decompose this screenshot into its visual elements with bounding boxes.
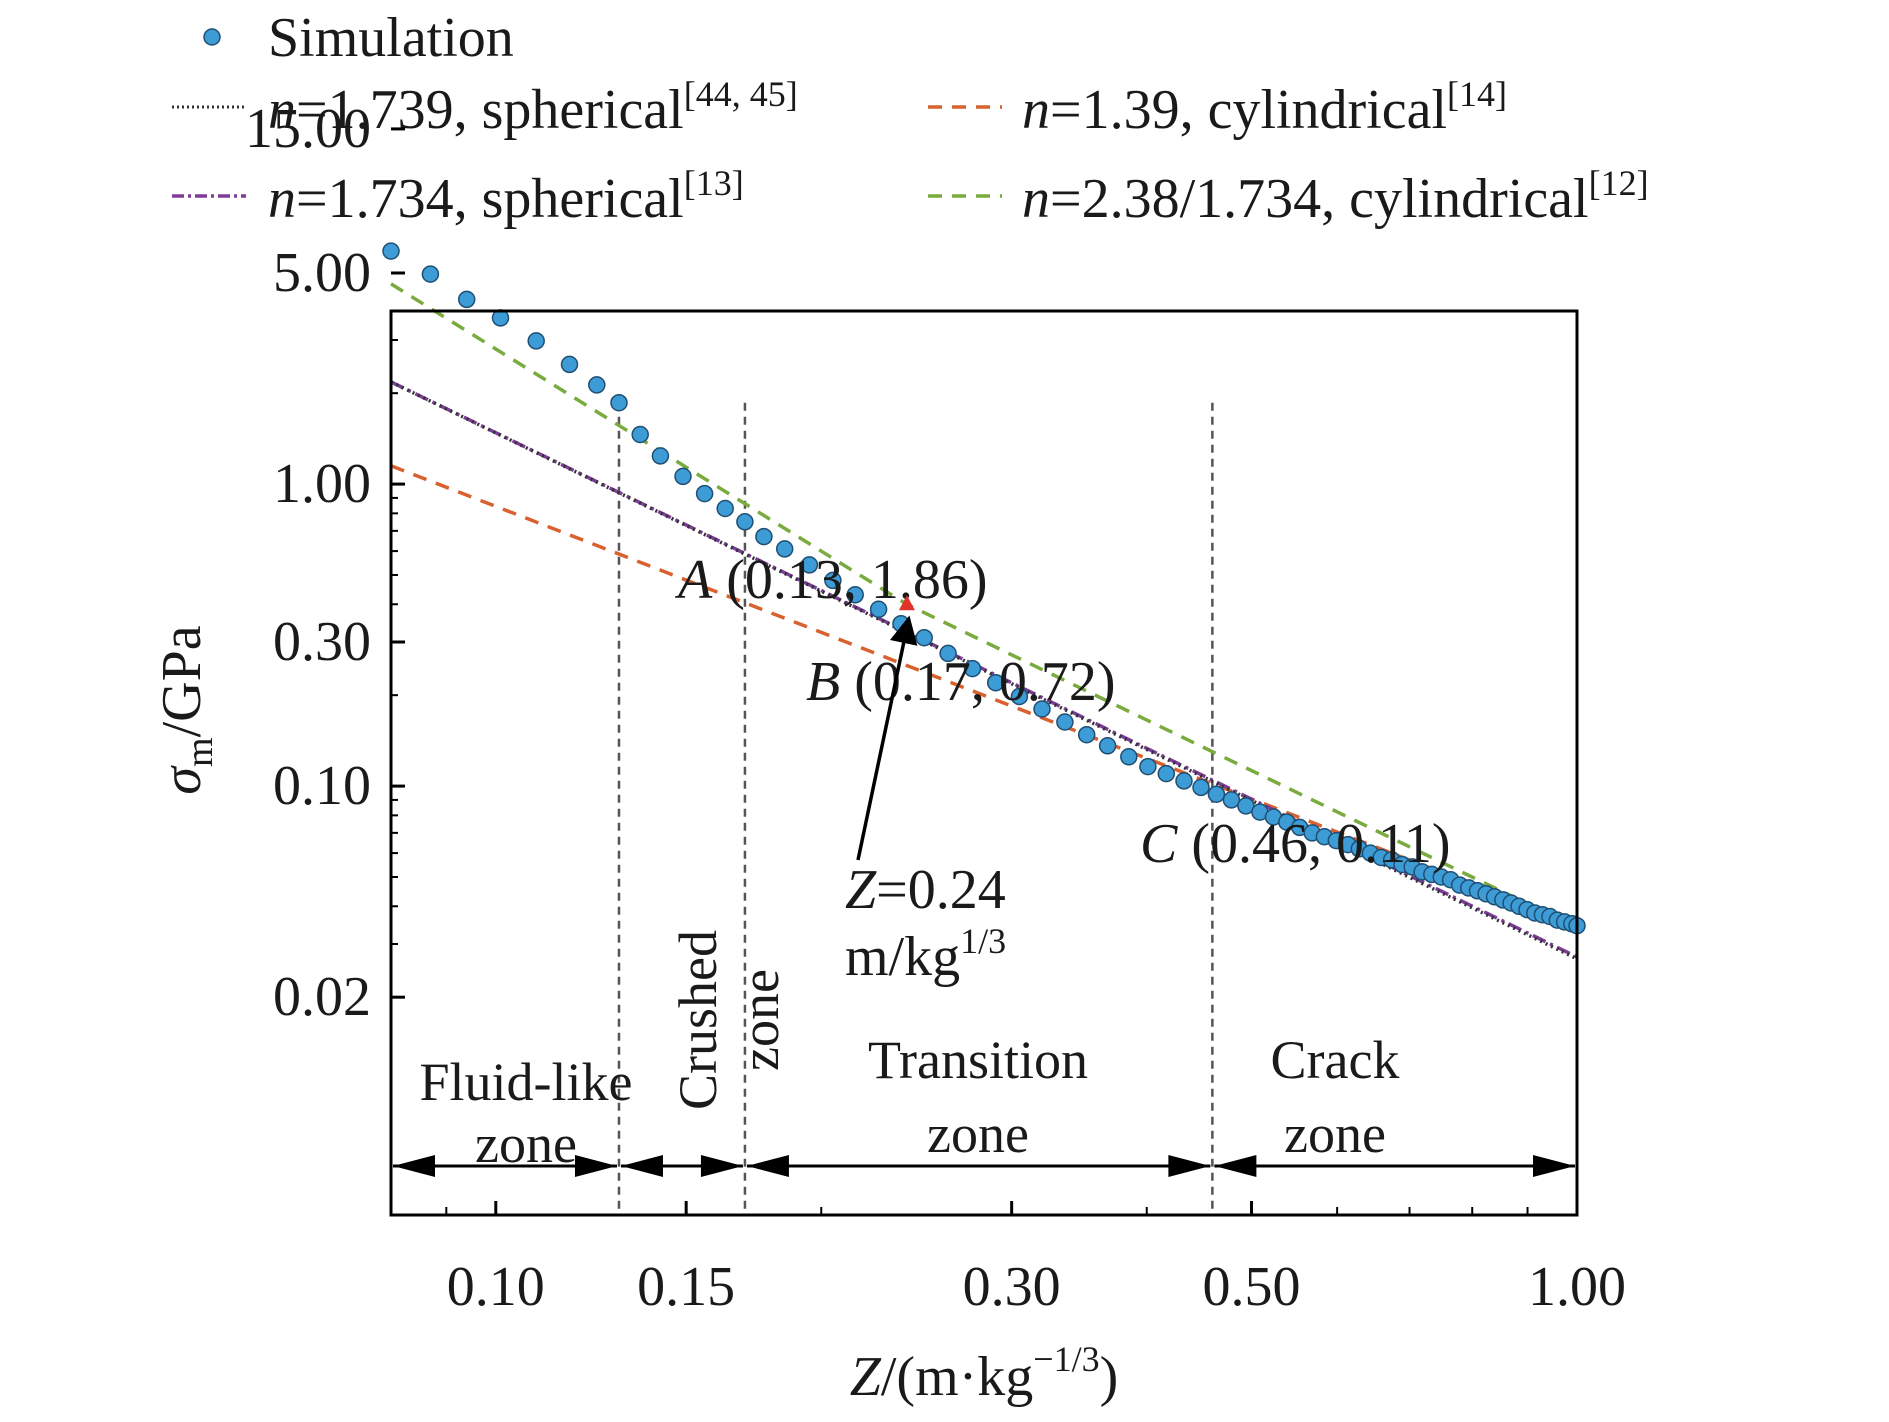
simulation-point [1010, 687, 1029, 706]
zone-arrows [393, 1155, 1575, 1177]
legend-item-spherical-1739: n=1.739, spherical[44, 45] [172, 74, 798, 141]
zone-boundaries [617, 402, 1214, 1215]
simulation-point [610, 393, 628, 412]
simulation-point [716, 499, 734, 518]
plot-frame [389, 309, 1579, 1217]
simulation-point [736, 513, 754, 531]
simulation-points [382, 242, 1586, 935]
simulation-point [560, 355, 579, 374]
zone-label-crushed-2: zone [730, 969, 790, 1071]
annotation-Z-line2: m/kg1/3 [845, 921, 1006, 988]
y-axis-title: σm/GPa [151, 625, 221, 794]
x-tick-label: 0.15 [637, 1256, 735, 1318]
simulation-point [846, 586, 864, 604]
x-tick-label: 0.30 [963, 1256, 1061, 1318]
simulation-point [588, 376, 606, 394]
legend-marker-simulation [203, 28, 221, 46]
simulation-point [775, 540, 794, 558]
simulation-point [800, 556, 819, 574]
y-tick-label: 15.00 [245, 98, 371, 160]
simulation-point [1098, 737, 1117, 755]
simulation-point [1056, 713, 1074, 731]
zone-arrow-head [746, 1155, 789, 1177]
simulation-point [457, 290, 476, 309]
zone-label-crack-2: zone [1284, 1104, 1386, 1164]
zone-label-crack-1: Crack [1271, 1030, 1400, 1090]
legend-item-cylindrical-139: n=1.39, cylindrical[14] [928, 74, 1507, 141]
legend-item-cylindrical-238: n=2.38/1.734, cylindrical[12] [928, 163, 1649, 230]
zone-label-fluid-like-1: Fluid-like [420, 1052, 633, 1112]
zone-label-transition-1: Transition [868, 1030, 1088, 1090]
x-axis-title: Z/(m·kg−1/3) [850, 1339, 1119, 1408]
simulation-point [1157, 764, 1176, 783]
simulation-point [1120, 748, 1138, 766]
point-B-marker [898, 595, 915, 611]
simulation-point [824, 571, 842, 590]
y-tick-label: 0.30 [273, 611, 371, 673]
simulation-point [527, 332, 545, 350]
zone-arrow-head [620, 1155, 663, 1177]
annotation-Z-line1: Z=0.24 [845, 859, 1006, 921]
legend: Simulation n=1.739, spherical[44, 45] n=… [172, 7, 1649, 230]
simulation-point [1077, 725, 1096, 744]
zone-arrow-head [700, 1155, 743, 1177]
series-line-s1734 [390, 380, 1578, 959]
annotation-Z-arrow [856, 615, 918, 861]
simulation-point [421, 265, 440, 283]
zone-label-transition-2: zone [927, 1104, 1029, 1164]
zone-arrow-head [1214, 1155, 1257, 1177]
simulation-point [631, 425, 649, 444]
x-tick-label: 0.10 [447, 1256, 545, 1318]
legend-label-cylindrical-238: n=2.38/1.734, cylindrical[12] [1022, 163, 1649, 230]
legend-label-simulation: Simulation [268, 7, 514, 69]
x-axis-ticks: 0.10 0.15 0.30 0.50 1.00 [445, 1201, 1626, 1318]
legend-item-simulation: Simulation [203, 7, 514, 69]
simulation-point [1175, 772, 1193, 790]
zone-arrow-head [1533, 1155, 1575, 1177]
simulation-point [755, 527, 773, 546]
legend-item-spherical-1734: n=1.734, spherical[13] [172, 163, 744, 230]
x-tick-label: 0.50 [1203, 1256, 1301, 1318]
series-line-c139 [390, 464, 1578, 927]
simulation-point [915, 628, 933, 647]
zone-label-fluid-like-2: zone [475, 1114, 577, 1174]
annotation-A: A (0.13, 1.86) [674, 549, 988, 611]
zone-label-crushed-1: Crushed [668, 930, 728, 1110]
simulation-point [963, 659, 982, 678]
simulation-point [674, 467, 692, 486]
y-tick-label: 1.00 [273, 453, 371, 515]
zone-arrow-head [393, 1155, 435, 1177]
y-axis-ticks: 15.00 5.00 1.00 0.30 0.10 0.02 [245, 98, 405, 1028]
y-tick-label: 0.10 [273, 755, 371, 817]
simulation-point [939, 644, 957, 663]
simulation-point [382, 242, 400, 260]
legend-label-cylindrical-139: n=1.39, cylindrical[14] [1022, 74, 1507, 141]
plot-area: A (0.13, 1.86) B (0.17, 0.72) C (0.46, 0… [382, 242, 1586, 1215]
legend-label-spherical-1739: n=1.739, spherical[44, 45] [268, 74, 798, 141]
simulation-point [986, 673, 1005, 692]
zone-arrow-head [1168, 1155, 1211, 1177]
simulation-point [869, 600, 888, 619]
simulation-point [1222, 791, 1241, 809]
legend-label-spherical-1734: n=1.734, spherical[13] [268, 163, 744, 230]
zone-arrow-head [574, 1155, 617, 1177]
simulation-point [695, 484, 714, 503]
simulation-point [1192, 778, 1210, 797]
simulation-point [1033, 700, 1051, 718]
simulation-point [1139, 757, 1157, 776]
simulation-point [1207, 785, 1226, 803]
annotation-C: C (0.46, 0.11) [1140, 813, 1451, 875]
simulation-point [651, 447, 670, 465]
y-tick-label: 0.02 [273, 966, 371, 1028]
annotation-B: B (0.17, 0.72) [806, 651, 1116, 713]
x-tick-label: 1.00 [1528, 1256, 1626, 1318]
y-tick-label: 5.00 [273, 242, 371, 304]
